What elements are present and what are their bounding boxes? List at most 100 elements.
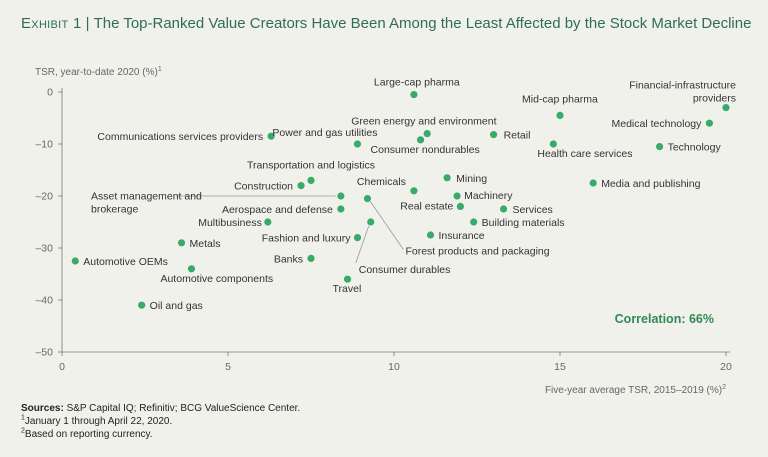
point-label-fashion-and-luxury: Fashion and luxury: [262, 233, 351, 245]
y-axis-title-sup: 1: [158, 66, 162, 73]
point-label-building-materials: Building materials: [482, 217, 565, 229]
point-label-financial-infrastructure-providers: Financial-infrastructure providers: [629, 80, 736, 105]
point-label-power-and-gas-utilities: Power and gas utilities: [272, 127, 377, 139]
y-tick-label: –30: [35, 243, 53, 255]
data-point-transportation-and-logistics: [307, 176, 315, 184]
point-label-machinery: Machinery: [464, 190, 513, 202]
data-point-medical-technology: [705, 119, 714, 127]
point-label-mining: Mining: [456, 173, 487, 185]
x-tick-label: 20: [720, 361, 732, 373]
data-point-automotive-components: [187, 265, 196, 273]
x-tick-label: 0: [59, 361, 65, 373]
y-tick-label: –50: [35, 347, 53, 359]
point-label-asset-management-and-brokerage: Asset management and brokerage: [91, 191, 202, 216]
data-point-machinery: [453, 192, 461, 200]
title-separator: |: [85, 15, 90, 32]
data-point-multibusiness: [264, 218, 272, 226]
y-tick-label: 0: [47, 87, 53, 99]
data-point-construction: [297, 182, 305, 190]
data-point-services: [499, 205, 508, 213]
data-point-building-materials: [470, 218, 478, 226]
point-label-retail: Retail: [504, 130, 531, 142]
leader-line: [355, 225, 370, 264]
point-label-line: brokerage: [91, 204, 138, 216]
point-label-communications-services-providers: Communications services providers: [97, 131, 263, 143]
point-label-large-cap-pharma: Large-cap pharma: [374, 77, 460, 89]
point-label-services: Services: [513, 204, 553, 216]
point-label-oil-and-gas: Oil and gas: [150, 300, 203, 312]
point-label-aerospace-and-defense: Aerospace and defense: [222, 204, 333, 216]
data-point-travel: [343, 275, 352, 283]
y-axis-title: TSR, year-to-date 2020 (%)1: [35, 66, 162, 78]
point-label-insurance: Insurance: [439, 230, 485, 242]
point-label-travel: Travel: [333, 283, 362, 295]
footnote-1-text: January 1 through April 22, 2020.: [24, 416, 173, 427]
leader-line: [370, 201, 404, 250]
point-label-forest-products-and-packaging: Forest products and packaging: [405, 246, 549, 258]
point-label-chemicals: Chemicals: [357, 176, 406, 188]
data-point-power-and-gas-utilities: [353, 140, 362, 148]
footnote-2-text: Based on reporting currency.: [24, 429, 153, 440]
point-label-construction: Construction: [234, 181, 293, 193]
data-point-metals: [177, 239, 186, 247]
data-point-chemicals: [410, 187, 418, 195]
data-point-automotive-oems: [71, 257, 79, 265]
point-label-multibusiness: Multibusiness: [198, 217, 262, 229]
footnote-1: 1January 1 through April 22, 2020.: [21, 415, 741, 428]
data-point-green-energy-and-environment: [423, 130, 431, 138]
title-text: The Top-Ranked Value Creators Have Been …: [93, 15, 752, 32]
sources-line: Sources: S&P Capital IQ; Refinitiv; BCG …: [21, 402, 741, 415]
point-label-consumer-durables: Consumer durables: [359, 264, 451, 276]
chart-title: Exhibit 1 | The Top-Ranked Value Creators …: [21, 14, 761, 33]
point-label-mid-cap-pharma: Mid-cap pharma: [522, 93, 598, 105]
data-point-mining: [443, 174, 451, 182]
scatter-chart: 0 –10 –20 –30 –40 –50 0 5 10 15 20 TSR, year-to-dat…: [35, 66, 736, 396]
x-tick-label: 15: [554, 361, 566, 373]
point-label-health-care-services: Health care services: [537, 148, 632, 160]
x-axis-title: Five-year average TSR, 2015–2019 (%)2: [545, 384, 726, 396]
data-point-consumer-durables: [367, 218, 375, 226]
exhibit-label: Exhibit 1: [21, 15, 82, 32]
footnote-2-marker: 2: [21, 427, 25, 435]
point-label-banks: Banks: [274, 253, 303, 265]
sources-label: Sources:: [21, 403, 64, 414]
data-point-media-and-publishing: [589, 179, 597, 187]
data-point-retail: [490, 131, 498, 139]
point-label-automotive-components: Automotive components: [160, 273, 273, 285]
x-tick-label: 10: [388, 361, 400, 373]
y-tick-label: –10: [35, 139, 53, 151]
x-tick-label: 5: [225, 361, 231, 373]
point-label-line: Financial-infrastructure: [629, 80, 736, 92]
footnote-2: 2Based on reporting currency.: [21, 428, 741, 441]
data-point-large-cap-pharma: [410, 91, 418, 99]
data-point-communications-services-providers: [267, 132, 275, 140]
point-label-media-and-publishing: Media and publishing: [601, 178, 700, 190]
point-label-automotive-oems: Automotive OEMs: [83, 256, 168, 268]
correlation-annotation: Correlation: 66%: [615, 312, 714, 326]
point-label-real-estate: Real estate: [400, 200, 453, 212]
point-label-metals: Metals: [190, 238, 221, 250]
data-point-technology: [656, 143, 664, 151]
footnote-1-marker: 1: [21, 414, 25, 422]
point-label-line: providers: [693, 93, 736, 105]
data-point-health-care-services: [549, 140, 557, 148]
data-point-insurance: [426, 231, 435, 239]
data-point-mid-cap-pharma: [556, 111, 564, 119]
point-label-consumer-nondurables: Consumer nondurables: [371, 144, 480, 156]
point-label-transportation-and-logistics: Transportation and logistics: [247, 159, 375, 171]
data-point-fashion-and-luxury: [353, 234, 362, 242]
data-point-forest-products-and-packaging: [363, 195, 372, 203]
footer-notes: Sources: S&P Capital IQ; Refinitiv; BCG …: [21, 402, 741, 441]
data-point-oil-and-gas: [138, 301, 146, 309]
data-point-financial-infrastructure-providers: [722, 104, 730, 112]
data-point-banks: [307, 254, 315, 262]
y-tick-label: –40: [35, 295, 53, 307]
data-point-asset-management-and-brokerage: [337, 192, 345, 200]
sources-text: S&P Capital IQ; Refinitiv; BCG ValueScie…: [66, 403, 301, 414]
x-axis-title-sup: 2: [722, 384, 726, 391]
data-point-aerospace-and-defense: [337, 205, 345, 213]
data-point-consumer-nondurables: [416, 136, 425, 144]
point-label-technology: Technology: [668, 142, 722, 154]
data-point-real-estate: [456, 202, 464, 210]
point-label-green-energy-and-environment: Green energy and environment: [351, 116, 496, 128]
